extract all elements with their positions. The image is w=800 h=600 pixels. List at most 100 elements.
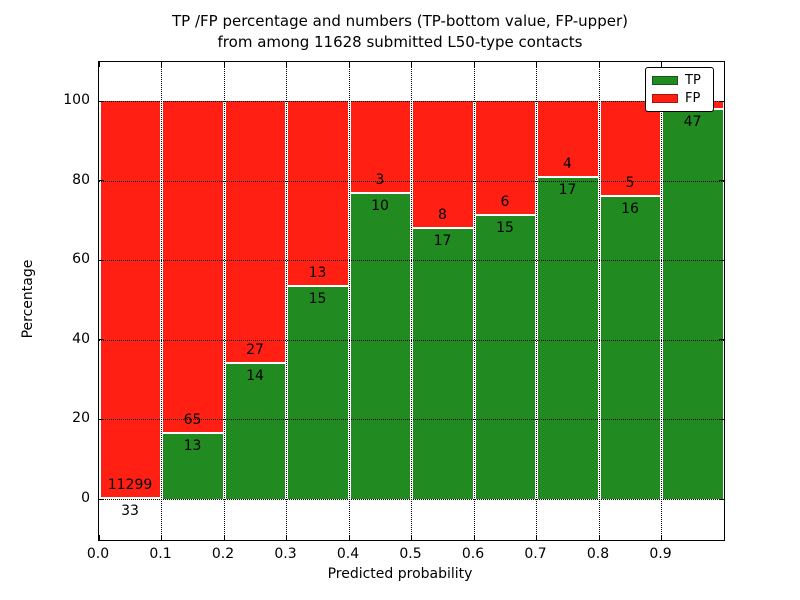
- bar-segment-tp: [475, 214, 535, 499]
- bar-count-label-tp: 10: [371, 197, 389, 214]
- x-tick-mark-top: [411, 62, 412, 67]
- legend-label-tp: TP: [685, 72, 701, 88]
- bar-segment-tp: [288, 285, 348, 499]
- x-tick-mark-top: [598, 62, 600, 67]
- bar-segment-divider: [413, 227, 473, 230]
- x-tick-mark-top: [661, 62, 662, 67]
- bar-count-label-fp: 6: [500, 193, 510, 210]
- y-tick-mark-left: [99, 418, 104, 420]
- bar-count-label-tp: 13: [183, 437, 202, 454]
- bar-count-label-tp: 15: [308, 290, 327, 307]
- y-tick-mark-right: [719, 418, 724, 420]
- bar-count-label-tp: 15: [496, 219, 514, 236]
- legend-entry-tp: TP: [652, 73, 707, 88]
- y-tick-label: 60: [72, 251, 90, 268]
- x-tick-mark-top: [98, 62, 100, 67]
- y-tick-mark-right: [719, 259, 724, 261]
- bar-segment-divider: [100, 496, 160, 499]
- x-tick-mark-top: [348, 62, 350, 67]
- bar-segment-divider: [288, 284, 348, 287]
- bar-count-label-fp: 11299: [107, 476, 153, 493]
- plot-area: 11299 33 65 13 27 14 13 15 3 10 8 17 6 15 4 17 5 16 47: [98, 61, 725, 541]
- bar-segment-divider: [350, 191, 410, 194]
- bar-segment-divider: [163, 431, 223, 434]
- x-tick-mark-bottom: [473, 535, 475, 540]
- x-tick-label: 0.5: [399, 546, 422, 562]
- bar-segment-fp: [413, 101, 473, 229]
- y-axis-label: Percentage: [20, 259, 36, 339]
- x-tick-label: 0.7: [524, 546, 547, 562]
- gridline-vertical: [598, 62, 600, 540]
- gridline-vertical: [348, 62, 350, 540]
- legend-entry-fp: FP: [652, 91, 707, 106]
- y-tick-mark-right: [719, 498, 724, 500]
- bar-count-label-fp: 65: [183, 411, 202, 428]
- bar-count-label-fp: 3: [375, 171, 385, 188]
- bar-segment-fp: [350, 101, 410, 193]
- legend-swatch-fp: [652, 94, 678, 104]
- x-tick-label: 0.6: [461, 546, 485, 562]
- y-tick-label: 40: [72, 330, 90, 347]
- bar-segment-tp: [350, 192, 410, 499]
- y-tick-label: 0: [81, 490, 90, 506]
- x-tick-mark-top: [536, 62, 537, 67]
- y-tick-label: 100: [63, 92, 90, 108]
- x-tick-label: 0.2: [211, 546, 235, 562]
- bar-count-label-fp: 13: [308, 264, 327, 281]
- bar-segment-fp: [288, 101, 348, 286]
- y-tick-label: 80: [72, 171, 90, 188]
- y-tick-mark-right: [719, 339, 724, 341]
- bar-segment-fp: [163, 101, 223, 433]
- y-tick-mark-left: [99, 498, 104, 500]
- legend: TP FP: [645, 67, 714, 112]
- bar-segment-tp: [225, 363, 285, 499]
- y-tick-mark-right: [719, 100, 724, 102]
- bar-segment-divider: [475, 213, 535, 216]
- x-tick-mark-bottom: [161, 535, 162, 540]
- y-tick-mark-right: [719, 180, 724, 182]
- bar-count-label-fp: 5: [625, 174, 635, 191]
- bar-count-label-tp: 16: [621, 200, 639, 217]
- gridline-vertical: [286, 62, 287, 540]
- bar-count-label-fp: 4: [563, 155, 572, 172]
- bar-segment-fp: [100, 101, 160, 498]
- x-tick-label: 0.0: [86, 546, 110, 562]
- gridline-vertical: [473, 62, 475, 540]
- bar-segment-fp: [600, 101, 660, 196]
- y-tick-mark-left: [99, 339, 104, 341]
- x-tick-label: 0.9: [649, 546, 672, 562]
- x-tick-mark-top: [223, 62, 225, 67]
- x-axis-label: Predicted probability: [327, 566, 473, 582]
- chart-title-line1: TP /FP percentage and numbers (TP-bottom…: [172, 12, 628, 30]
- bar-segment-fp: [225, 101, 285, 364]
- bar-segment-divider: [538, 175, 598, 178]
- bar-segment-divider: [600, 194, 660, 197]
- bar-count-label-fp: 8: [438, 207, 447, 224]
- bar-segment-tp: [538, 176, 598, 499]
- x-tick-mark-top: [286, 62, 287, 67]
- y-tick-mark-left: [99, 259, 104, 261]
- bar-count-label-tp: 17: [433, 233, 452, 250]
- bar-count-label-fp: 27: [246, 342, 264, 359]
- bar-count-label-tp: 14: [246, 368, 264, 385]
- x-tick-mark-bottom: [286, 535, 287, 540]
- x-tick-label: 0.3: [274, 546, 297, 562]
- chart-title-line2: from among 11628 submitted L50-type cont…: [217, 33, 583, 51]
- x-tick-label: 0.4: [336, 546, 360, 562]
- legend-swatch-tp: [652, 75, 678, 85]
- bar-segment-fp: [538, 101, 598, 177]
- bar-segment-tp: [163, 432, 223, 499]
- bar-count-label-tp: 33: [121, 502, 139, 519]
- x-tick-mark-bottom: [98, 535, 100, 540]
- bar-segment-tp: [663, 109, 723, 499]
- x-tick-mark-top: [473, 62, 475, 67]
- bar-segment-tp: [600, 195, 660, 499]
- x-tick-mark-bottom: [348, 535, 350, 540]
- x-tick-label: 0.8: [586, 546, 610, 562]
- y-tick-mark-left: [99, 100, 104, 102]
- bar-segment-fp: [475, 101, 535, 215]
- gridline-vertical: [661, 62, 662, 540]
- legend-label-fp: FP: [685, 91, 701, 107]
- gridline-vertical: [411, 62, 412, 540]
- bar-segment-divider: [225, 362, 285, 365]
